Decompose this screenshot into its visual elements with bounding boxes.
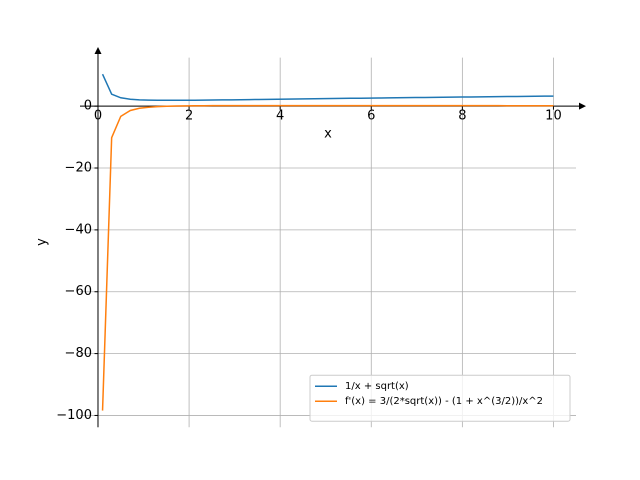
y-tick-label: −20 bbox=[65, 161, 92, 176]
y-tick-label: −100 bbox=[56, 408, 92, 423]
y-tick-label: −60 bbox=[65, 284, 92, 299]
legend-label: f'(x) = 3/(2*sqrt(x)) - (1 + x^(3/2))/x^… bbox=[345, 396, 543, 407]
y-axis-label: y bbox=[35, 238, 50, 246]
y-axis-arrow bbox=[94, 47, 102, 54]
x-axis-arrow bbox=[579, 102, 586, 110]
legend-box bbox=[309, 374, 571, 422]
x-tick-label: 4 bbox=[276, 109, 284, 124]
x-axis-label: x bbox=[324, 127, 332, 142]
x-tick-label: 10 bbox=[545, 109, 562, 124]
series-line bbox=[101, 104, 554, 411]
y-tick-label: 0 bbox=[84, 99, 92, 114]
x-tick-label: 2 bbox=[185, 109, 193, 124]
y-tick-label: −80 bbox=[65, 346, 92, 361]
series-line bbox=[101, 73, 554, 102]
legend-label: 1/x + sqrt(x) bbox=[345, 381, 409, 392]
x-tick-label: 6 bbox=[367, 109, 375, 124]
y-tick-label: −40 bbox=[65, 222, 92, 237]
x-tick-label: 8 bbox=[458, 109, 466, 124]
x-tick-label: 0 bbox=[94, 109, 102, 124]
